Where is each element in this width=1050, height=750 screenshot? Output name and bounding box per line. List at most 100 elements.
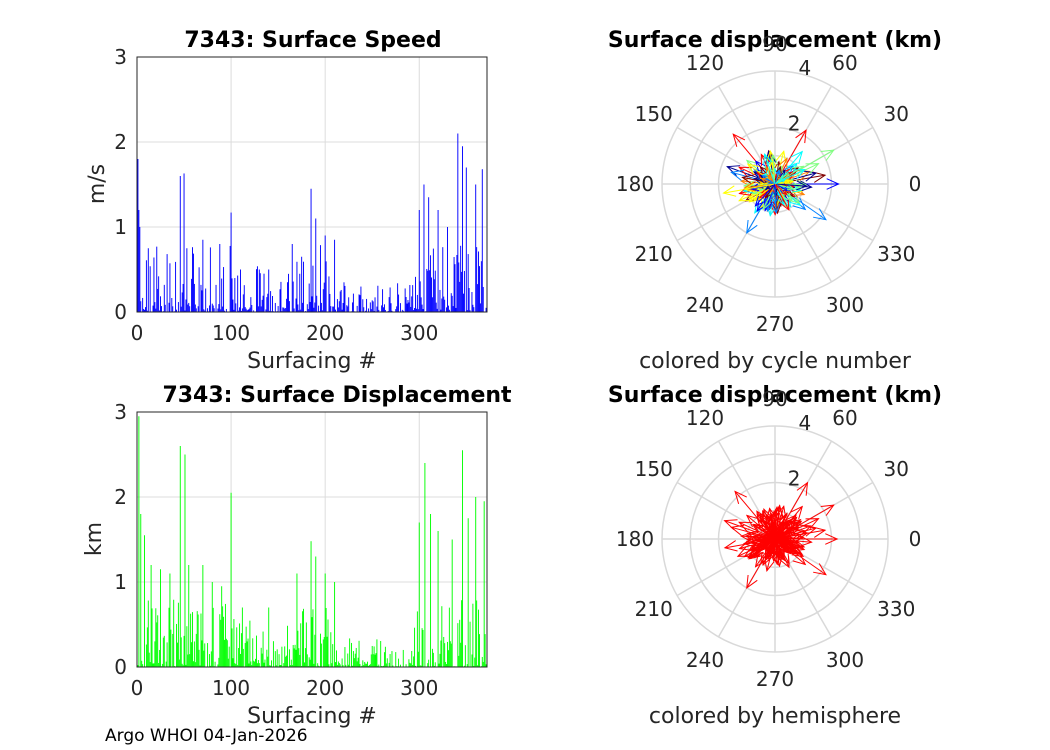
bar (359, 295, 361, 312)
bar (150, 565, 152, 667)
bar (192, 253, 194, 312)
bar (381, 305, 383, 312)
displacement-vector (743, 182, 776, 193)
bar (450, 293, 452, 312)
bar (195, 308, 197, 312)
bar (166, 254, 168, 312)
bar (389, 287, 391, 312)
bar (348, 664, 350, 667)
bar (433, 279, 435, 312)
bar (277, 306, 279, 312)
bar (322, 289, 324, 312)
polar-spoke (676, 481, 776, 540)
bar (431, 277, 432, 312)
bar (386, 658, 388, 667)
bar (345, 664, 347, 667)
bar (450, 643, 452, 667)
bar (238, 310, 240, 312)
bar (203, 650, 205, 667)
bar (385, 663, 387, 667)
bar (182, 665, 184, 667)
bar (187, 654, 189, 667)
bar (293, 308, 295, 312)
x-tick-label: 200 (306, 321, 344, 345)
bar (418, 210, 420, 312)
bar (455, 307, 457, 312)
bar (318, 665, 320, 667)
x-tick-label: 300 (400, 321, 438, 345)
bar (191, 278, 193, 312)
bar (240, 653, 241, 667)
bar (240, 633, 242, 667)
bar (303, 608, 305, 667)
bar (274, 651, 276, 667)
bar (168, 302, 170, 312)
bar (201, 640, 203, 667)
bar (308, 283, 310, 312)
bar (240, 269, 241, 312)
bar (289, 665, 291, 667)
bar (232, 658, 234, 667)
bar (341, 658, 343, 667)
bar (224, 310, 225, 312)
bar (287, 625, 289, 667)
bar (448, 309, 450, 312)
bar (315, 556, 317, 667)
bar (463, 665, 465, 667)
bar (376, 306, 378, 312)
bar (306, 304, 308, 312)
bar (300, 309, 302, 312)
bar (319, 633, 321, 667)
bar (259, 273, 261, 312)
bar (410, 663, 412, 667)
bar (144, 307, 146, 312)
bar (258, 663, 260, 667)
bar (424, 463, 426, 667)
bar (197, 614, 199, 667)
bar (288, 301, 290, 312)
polar-cycle-title: Surface displacement (km) (608, 28, 942, 53)
bar (314, 634, 316, 667)
bar (153, 663, 155, 667)
bar (230, 492, 232, 667)
bar (443, 296, 445, 312)
bar (431, 648, 433, 667)
bar (295, 298, 297, 312)
bar (358, 294, 360, 312)
bar (458, 655, 460, 667)
bar (266, 649, 268, 667)
angle-label: 300 (826, 648, 864, 672)
bar (325, 261, 327, 312)
bar (310, 541, 312, 667)
bar (177, 602, 179, 667)
bar (284, 308, 286, 312)
bar (184, 454, 186, 667)
bar (444, 299, 446, 312)
bar (148, 652, 150, 667)
y-tick-label: 1 (114, 215, 127, 239)
radial-tick-label: 4 (799, 411, 812, 435)
bar (481, 169, 483, 312)
bar (366, 298, 368, 312)
bar (246, 310, 248, 312)
bar (312, 609, 314, 667)
bar (138, 210, 140, 312)
bar (485, 307, 487, 312)
y-tick-label: 3 (114, 400, 127, 424)
bar (220, 309, 222, 312)
bar (249, 620, 251, 667)
bar (409, 285, 411, 312)
bar (329, 293, 331, 312)
bar (360, 286, 362, 312)
speed-title: 7343: Surface Speed (184, 28, 441, 53)
bar (157, 288, 159, 312)
bar (256, 663, 258, 667)
bar (476, 600, 478, 667)
bar (156, 622, 158, 667)
bar (318, 305, 320, 312)
bar (449, 641, 451, 667)
bar (380, 641, 382, 667)
bar (222, 606, 224, 667)
bar (420, 297, 422, 312)
bar (239, 623, 241, 667)
